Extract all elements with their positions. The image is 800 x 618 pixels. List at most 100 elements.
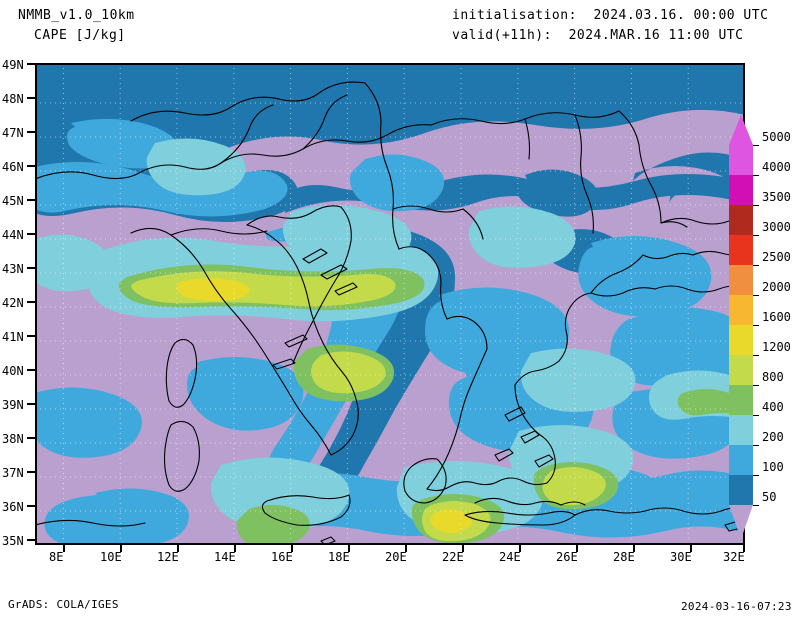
y-tick-40N: 40N <box>2 364 24 378</box>
x-tick-20E: 20E <box>385 550 407 564</box>
cb-segment-3500-4000 <box>729 175 753 205</box>
cb-segment-400-800 <box>729 385 753 415</box>
cb-label-1200: 1200 <box>762 340 791 354</box>
x-tick-mark <box>291 545 293 552</box>
y-tick-35N: 35N <box>2 534 24 548</box>
y-tick-mark <box>27 369 35 371</box>
x-tick-10E: 10E <box>100 550 122 564</box>
x-tick-mark <box>743 545 745 552</box>
y-tick-mark <box>27 233 35 235</box>
y-tick-42N: 42N <box>2 296 24 310</box>
x-tick-mark <box>519 545 521 552</box>
cb-segment-800-1200 <box>729 355 753 385</box>
cb-tick-2500 <box>753 265 759 266</box>
x-tick-30E: 30E <box>670 550 692 564</box>
cb-label-2000: 2000 <box>762 280 791 294</box>
cb-segment-200-400 <box>729 415 753 445</box>
cb-segment-100-200 <box>729 445 753 475</box>
y-tick-45N: 45N <box>2 194 24 208</box>
y-tick-44N: 44N <box>2 228 24 242</box>
cb-tick-400 <box>753 415 759 416</box>
x-tick-24E: 24E <box>499 550 521 564</box>
render-timestamp: 2024-03-16-07:23 <box>681 600 792 613</box>
cb-tick-800 <box>753 385 759 386</box>
y-tick-49N: 49N <box>2 58 24 72</box>
x-tick-12E: 12E <box>157 550 179 564</box>
x-tick-mark <box>576 545 578 552</box>
cb-tick-5000 <box>753 145 759 146</box>
cb-label-50: 50 <box>762 490 777 504</box>
cb-segment-1600-2000 <box>729 295 753 325</box>
x-tick-8E: 8E <box>49 550 64 564</box>
cb-label-4000: 4000 <box>762 160 791 174</box>
y-tick-39N: 39N <box>2 398 24 412</box>
cb-tick-4000 <box>753 175 759 176</box>
cape-heatmap[interactable] <box>35 63 745 545</box>
x-tick-mark <box>63 545 65 552</box>
cb-segment-1200-1600 <box>729 325 753 355</box>
cb-segment-3000-3500 <box>729 205 753 235</box>
x-tick-32E: 32E <box>723 550 745 564</box>
y-tick-37N: 37N <box>2 466 24 480</box>
cb-tick-2000 <box>753 295 759 296</box>
y-tick-mark <box>27 403 35 405</box>
initialisation-time: initialisation: 2024.03.16. 00:00 UTC <box>452 8 769 23</box>
y-tick-47N: 47N <box>2 126 24 140</box>
y-tick-mark <box>27 335 35 337</box>
cb-segment-50-100 <box>729 475 753 505</box>
x-tick-mark <box>177 545 179 552</box>
y-tick-38N: 38N <box>2 432 24 446</box>
y-tick-mark <box>27 131 35 133</box>
cb-label-5000: 5000 <box>762 130 791 144</box>
map-plot-area[interactable] <box>35 63 745 545</box>
y-tick-mark <box>27 165 35 167</box>
cb-tick-100 <box>753 475 759 476</box>
x-tick-16E: 16E <box>271 550 293 564</box>
cb-segment-2000-2500 <box>729 265 753 295</box>
cb-tick-3500 <box>753 205 759 206</box>
y-tick-mark <box>27 267 35 269</box>
x-tick-26E: 26E <box>556 550 578 564</box>
x-tick-mark <box>690 545 692 552</box>
x-tick-22E: 22E <box>442 550 464 564</box>
y-tick-36N: 36N <box>2 500 24 514</box>
cb-tick-200 <box>753 445 759 446</box>
x-tick-mark <box>120 545 122 552</box>
x-tick-mark <box>405 545 407 552</box>
y-tick-mark <box>27 199 35 201</box>
cb-tick-1200 <box>753 355 759 356</box>
cb-label-400: 400 <box>762 400 784 414</box>
y-tick-41N: 41N <box>2 330 24 344</box>
cb-label-800: 800 <box>762 370 784 384</box>
cb-label-1600: 1600 <box>762 310 791 324</box>
y-tick-mark <box>27 63 35 65</box>
x-tick-mark <box>462 545 464 552</box>
cb-tick-3000 <box>753 235 759 236</box>
y-tick-mark <box>27 471 35 473</box>
cb-label-3000: 3000 <box>762 220 791 234</box>
x-tick-28E: 28E <box>613 550 635 564</box>
cb-segment-4000-5000 <box>729 145 753 175</box>
cb-label-3500: 3500 <box>762 190 791 204</box>
model-title: NMMB_v1.0_10km <box>18 8 135 23</box>
x-tick-mark <box>633 545 635 552</box>
y-tick-mark <box>27 97 35 99</box>
y-tick-mark <box>27 301 35 303</box>
x-tick-18E: 18E <box>328 550 350 564</box>
grads-credit: GrADS: COLA/IGES <box>8 598 119 611</box>
y-tick-48N: 48N <box>2 92 24 106</box>
y-tick-46N: 46N <box>2 160 24 174</box>
y-tick-mark <box>27 539 35 541</box>
cb-label-100: 100 <box>762 460 784 474</box>
colorbar[interactable] <box>729 115 753 539</box>
cb-label-2500: 2500 <box>762 250 791 264</box>
cb-segment-2500-3000 <box>729 235 753 265</box>
y-tick-mark <box>27 437 35 439</box>
x-tick-14E: 14E <box>214 550 236 564</box>
y-tick-mark <box>27 505 35 507</box>
variable-title: CAPE [J/kg] <box>34 28 126 43</box>
plot-border <box>35 63 745 545</box>
cb-segment-above-5000 <box>729 115 753 145</box>
x-tick-mark <box>234 545 236 552</box>
valid-time: valid(+11h): 2024.MAR.16 11:00 UTC <box>452 28 744 43</box>
